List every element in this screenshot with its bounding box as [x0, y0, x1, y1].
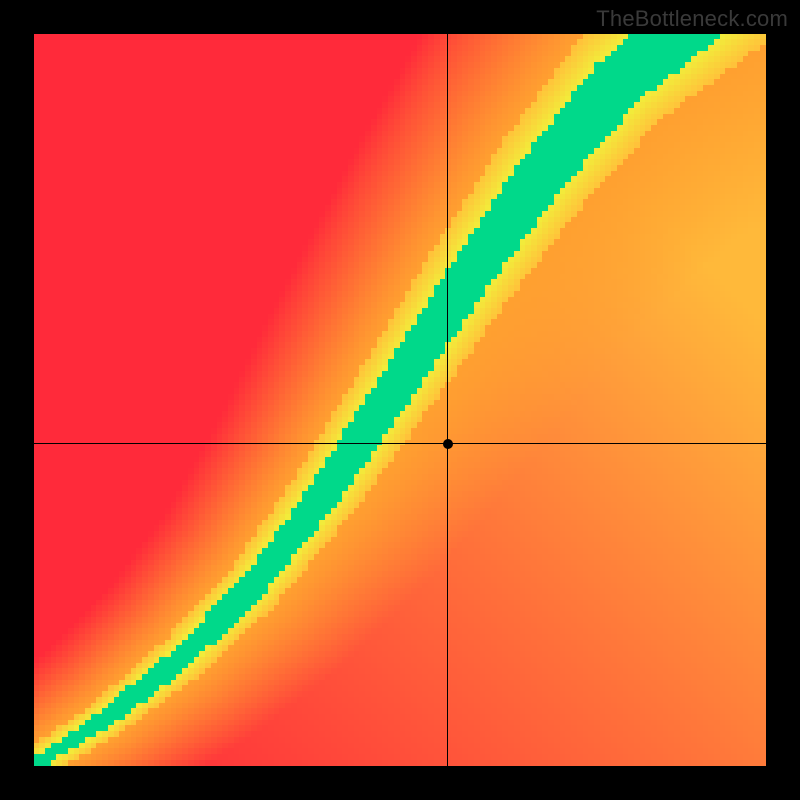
bottleneck-heatmap — [34, 34, 766, 766]
watermark-text: TheBottleneck.com — [596, 6, 788, 32]
chart-container: TheBottleneck.com — [0, 0, 800, 800]
